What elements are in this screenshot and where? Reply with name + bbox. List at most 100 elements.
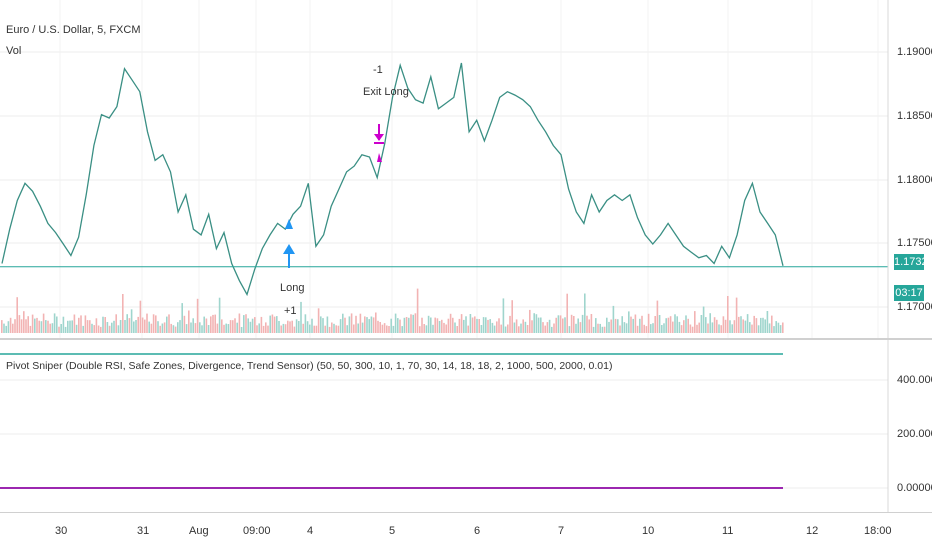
volume-bar [515,319,518,333]
volume-bar [700,315,703,333]
volume-bar [476,318,478,333]
volume-bar [460,314,463,333]
volume-bar [427,315,430,333]
time-tick: 12 [806,525,819,537]
volume-bar [5,325,7,333]
volume-bar [599,323,601,333]
pane-separator[interactable] [0,338,932,340]
volume-bar [249,321,252,333]
volume-bar [581,314,584,333]
volume-bar [634,314,637,333]
indicator-chart[interactable] [0,340,932,512]
volume-bar [89,320,91,333]
volume-bar [458,318,461,333]
volume-bar [557,315,560,333]
volume-bar [542,322,544,333]
volume-bar [570,314,573,333]
volume-bar [760,317,762,333]
volume-bar [493,325,496,333]
volume-bar [727,296,729,333]
volume-bar [782,322,784,333]
volume-bar [643,324,645,333]
volume-bar [720,325,722,333]
volume-bar [680,325,683,333]
volume-bar [71,320,73,333]
volume-bar [447,318,450,333]
volume-bar [711,322,714,333]
volume-bar [372,317,375,333]
volume-bar [344,317,346,333]
volume-bar [731,324,733,333]
exit-long-marker[interactable] [374,124,384,162]
volume-bar [520,323,522,333]
volume-bar [36,317,38,333]
volume-bar [588,319,590,333]
volume-bar [672,321,674,333]
volume-bar [148,321,150,333]
volume-bar [762,317,764,333]
volume-bar [232,320,234,333]
volume-bar [383,323,386,333]
indicator-pane[interactable]: Pivot Sniper (Double RSI, Safe Zones, Di… [0,340,932,512]
time-tick: 31 [137,525,150,537]
volume-bar [663,323,665,333]
volume-bar [221,319,223,333]
volume-bar [509,315,511,333]
volume-bar [590,314,593,333]
volume-bar [656,300,659,333]
price-tick: 1.17000 [897,301,932,313]
price-chart[interactable] [0,0,932,338]
volume-bar [315,325,318,333]
volume-bar [210,316,212,333]
volume-bar [170,323,172,333]
volume-bar [337,325,340,333]
volume-bar [425,325,428,333]
volume-bar [320,316,322,333]
indicator-tick: 200.00000 [897,428,932,440]
volume-bar [144,319,146,333]
volume-bar [86,320,89,333]
volume-bar [106,322,109,333]
volume-bar [29,325,32,333]
volume-bar [733,320,736,333]
volume-bar [661,325,663,333]
volume-bar [306,321,309,333]
volume-bar [190,322,192,333]
price-pane[interactable]: Euro / U.S. Dollar, 5, FXCM Vol -1 Exit … [0,0,932,338]
volume-bar [9,317,12,333]
volume-bar [687,318,689,333]
volume-bar [685,315,687,333]
volume-bar [247,318,249,333]
volume-bar [366,317,368,333]
volume-bar [738,316,740,333]
indicator-title[interactable]: Pivot Sniper (Double RSI, Safe Zones, Di… [6,360,613,372]
volume-bar [612,305,615,333]
volume-bar [38,320,40,333]
volume-bar [502,298,505,333]
volume-bar [357,323,359,333]
volume-bar [722,316,725,333]
volume-bar [632,318,634,333]
volume-bar [14,319,16,333]
volume-bar [410,314,412,333]
volume-bar [271,314,274,333]
volume-bar [469,314,472,333]
volume-bar [159,325,161,333]
volume-bar [753,315,755,333]
volume-bar [674,314,676,333]
indicator-tick: 0.00000 [897,482,932,494]
time-axis[interactable]: 30 31 Aug 09:00 4 5 6 7 10 11 12 18:00 [0,512,932,551]
countdown-badge: 03:17 [894,285,924,301]
volume-bar [608,321,610,333]
volume-bar [139,300,142,333]
volume-bar [647,313,650,333]
volume-bar [623,322,626,333]
volume-bar [669,316,672,333]
long-entry-marker[interactable] [283,219,295,268]
volume-bar [606,317,608,333]
volume-bar [56,316,58,333]
volume-bar [414,313,417,333]
volume-bar [199,322,201,333]
volume-bar [566,293,568,333]
volume-bar [245,314,247,333]
